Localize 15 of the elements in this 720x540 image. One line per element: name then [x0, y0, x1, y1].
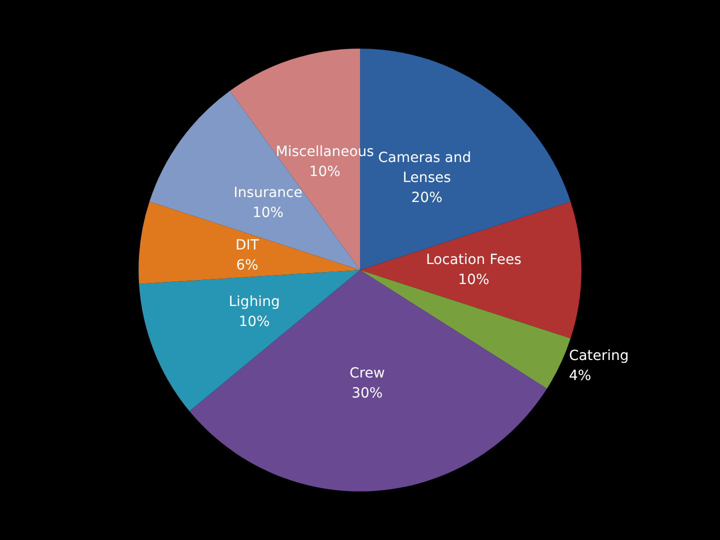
data-label: 10%	[252, 205, 284, 222]
data-label: 30%	[352, 385, 383, 402]
data-label: 10%	[309, 164, 340, 180]
data-label: 10%	[238, 314, 270, 330]
slice-label: Insurance	[234, 185, 302, 202]
slice-label: DIT	[235, 238, 260, 254]
slice-label: Catering	[568, 348, 629, 364]
slice-label: Cameras and Lenses	[378, 150, 476, 186]
data-label: 6%	[236, 258, 258, 274]
slice-label: Location Fees	[426, 252, 522, 268]
data-label: 4%	[568, 368, 592, 384]
data-label: 10%	[458, 272, 490, 288]
data-label: 20%	[411, 190, 442, 206]
slice-label: Lighing	[228, 294, 280, 310]
slice-label: Crew	[349, 365, 385, 382]
